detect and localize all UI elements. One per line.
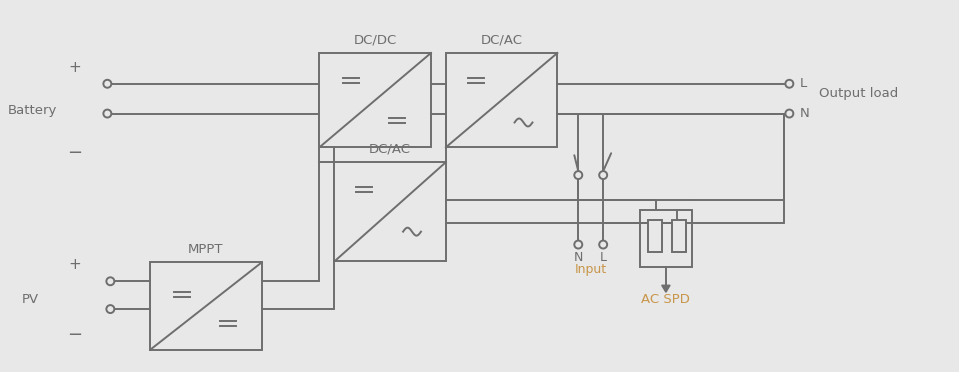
Polygon shape xyxy=(662,285,670,292)
Text: Battery: Battery xyxy=(8,104,58,117)
Text: DC/AC: DC/AC xyxy=(369,143,411,156)
Circle shape xyxy=(599,171,607,179)
Bar xyxy=(335,162,446,262)
Text: L: L xyxy=(799,77,807,90)
Bar xyxy=(151,262,262,350)
Circle shape xyxy=(106,277,114,285)
Text: −: − xyxy=(67,326,82,344)
Circle shape xyxy=(104,110,111,118)
Text: +: + xyxy=(68,257,81,272)
Circle shape xyxy=(574,241,582,248)
Text: N: N xyxy=(573,251,583,264)
Circle shape xyxy=(574,171,582,179)
Circle shape xyxy=(599,241,607,248)
Bar xyxy=(319,53,431,147)
Text: AC SPD: AC SPD xyxy=(642,293,690,306)
Text: DC/DC: DC/DC xyxy=(354,33,397,46)
Circle shape xyxy=(785,80,793,88)
Bar xyxy=(446,53,557,147)
Text: N: N xyxy=(799,107,809,120)
Text: Output load: Output load xyxy=(819,87,899,100)
Bar xyxy=(640,210,691,267)
Text: −: − xyxy=(67,144,82,162)
Bar xyxy=(648,220,662,251)
Text: DC/AC: DC/AC xyxy=(480,33,523,46)
Bar xyxy=(672,220,686,251)
Text: Input: Input xyxy=(574,263,607,276)
Text: +: + xyxy=(68,60,81,76)
Text: MPPT: MPPT xyxy=(188,243,223,256)
Circle shape xyxy=(106,305,114,313)
Circle shape xyxy=(785,110,793,118)
Text: L: L xyxy=(599,251,607,264)
Text: PV: PV xyxy=(22,293,39,306)
Circle shape xyxy=(104,80,111,88)
